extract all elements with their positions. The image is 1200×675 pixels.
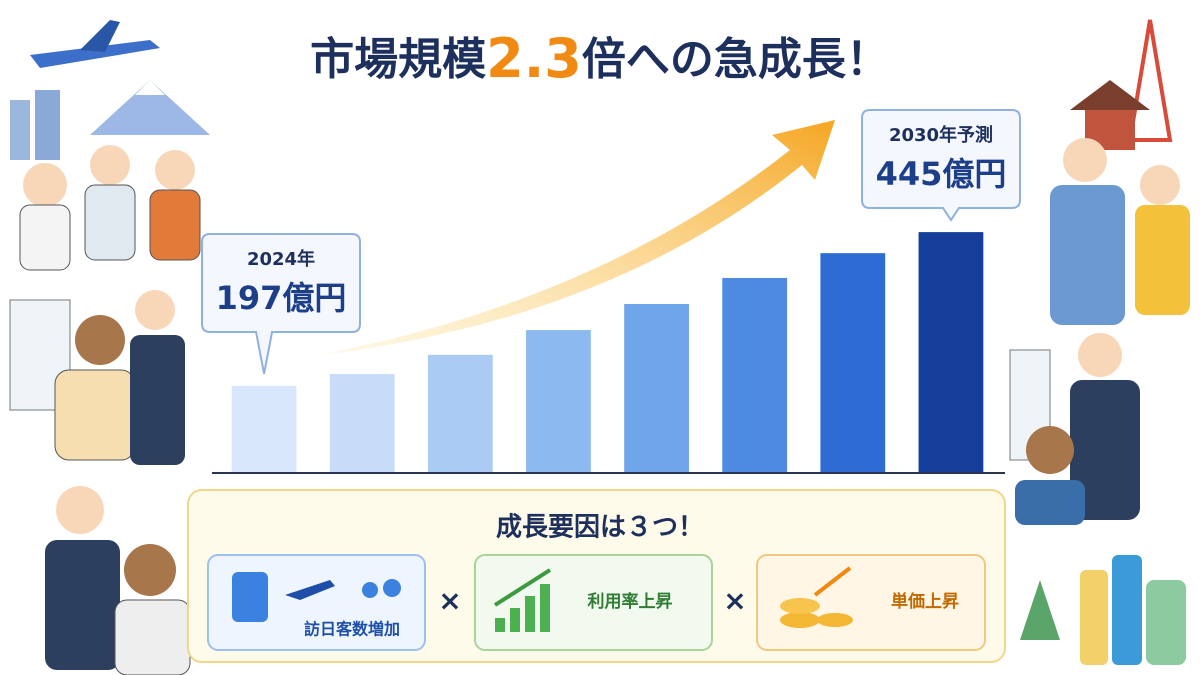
icon: [383, 579, 401, 597]
title-highlight: 2.3: [486, 27, 582, 90]
separator: ×: [438, 584, 461, 617]
bar: [526, 330, 591, 472]
bar: [427, 354, 493, 472]
factor-label: 単価上昇: [891, 591, 959, 612]
value-label: 197億円: [216, 279, 347, 317]
bar: [820, 253, 886, 472]
bar: [329, 374, 395, 472]
callout-year: 2030年予測: [889, 124, 993, 146]
icon: [495, 618, 505, 632]
icon: [362, 582, 378, 598]
title-part: 市場規模: [310, 34, 486, 85]
illustration-right: [1009, 19, 1190, 665]
icon: [813, 566, 852, 597]
icon: [780, 598, 820, 614]
bar: [624, 304, 689, 472]
title-part: 倍への急成長！: [582, 34, 890, 85]
bar: [722, 277, 788, 472]
growth-arrow: [320, 120, 835, 355]
illustration-left: [9, 20, 210, 675]
callout-year: 2024年: [247, 248, 315, 270]
icon: [525, 596, 535, 632]
factor-card: [756, 554, 986, 651]
factor-label: 利用率上昇: [588, 591, 673, 612]
icon: [817, 613, 853, 627]
callout: [861, 109, 1021, 222]
bar: [918, 232, 984, 472]
icon: [285, 580, 335, 600]
icon: [493, 568, 552, 607]
factors-heading: 成長要因は３つ！: [496, 513, 704, 543]
icon: [510, 608, 520, 632]
factor-label: 訪日客数増加: [304, 620, 400, 639]
icon: [232, 572, 268, 622]
value-label: 445億円: [876, 155, 1007, 193]
icon: [540, 584, 550, 632]
icon: [780, 612, 820, 628]
separator: ×: [723, 584, 746, 617]
callout: [201, 233, 361, 375]
bar: [231, 385, 297, 472]
chart-title: 市場規模2.3倍への急成長！: [310, 27, 890, 90]
